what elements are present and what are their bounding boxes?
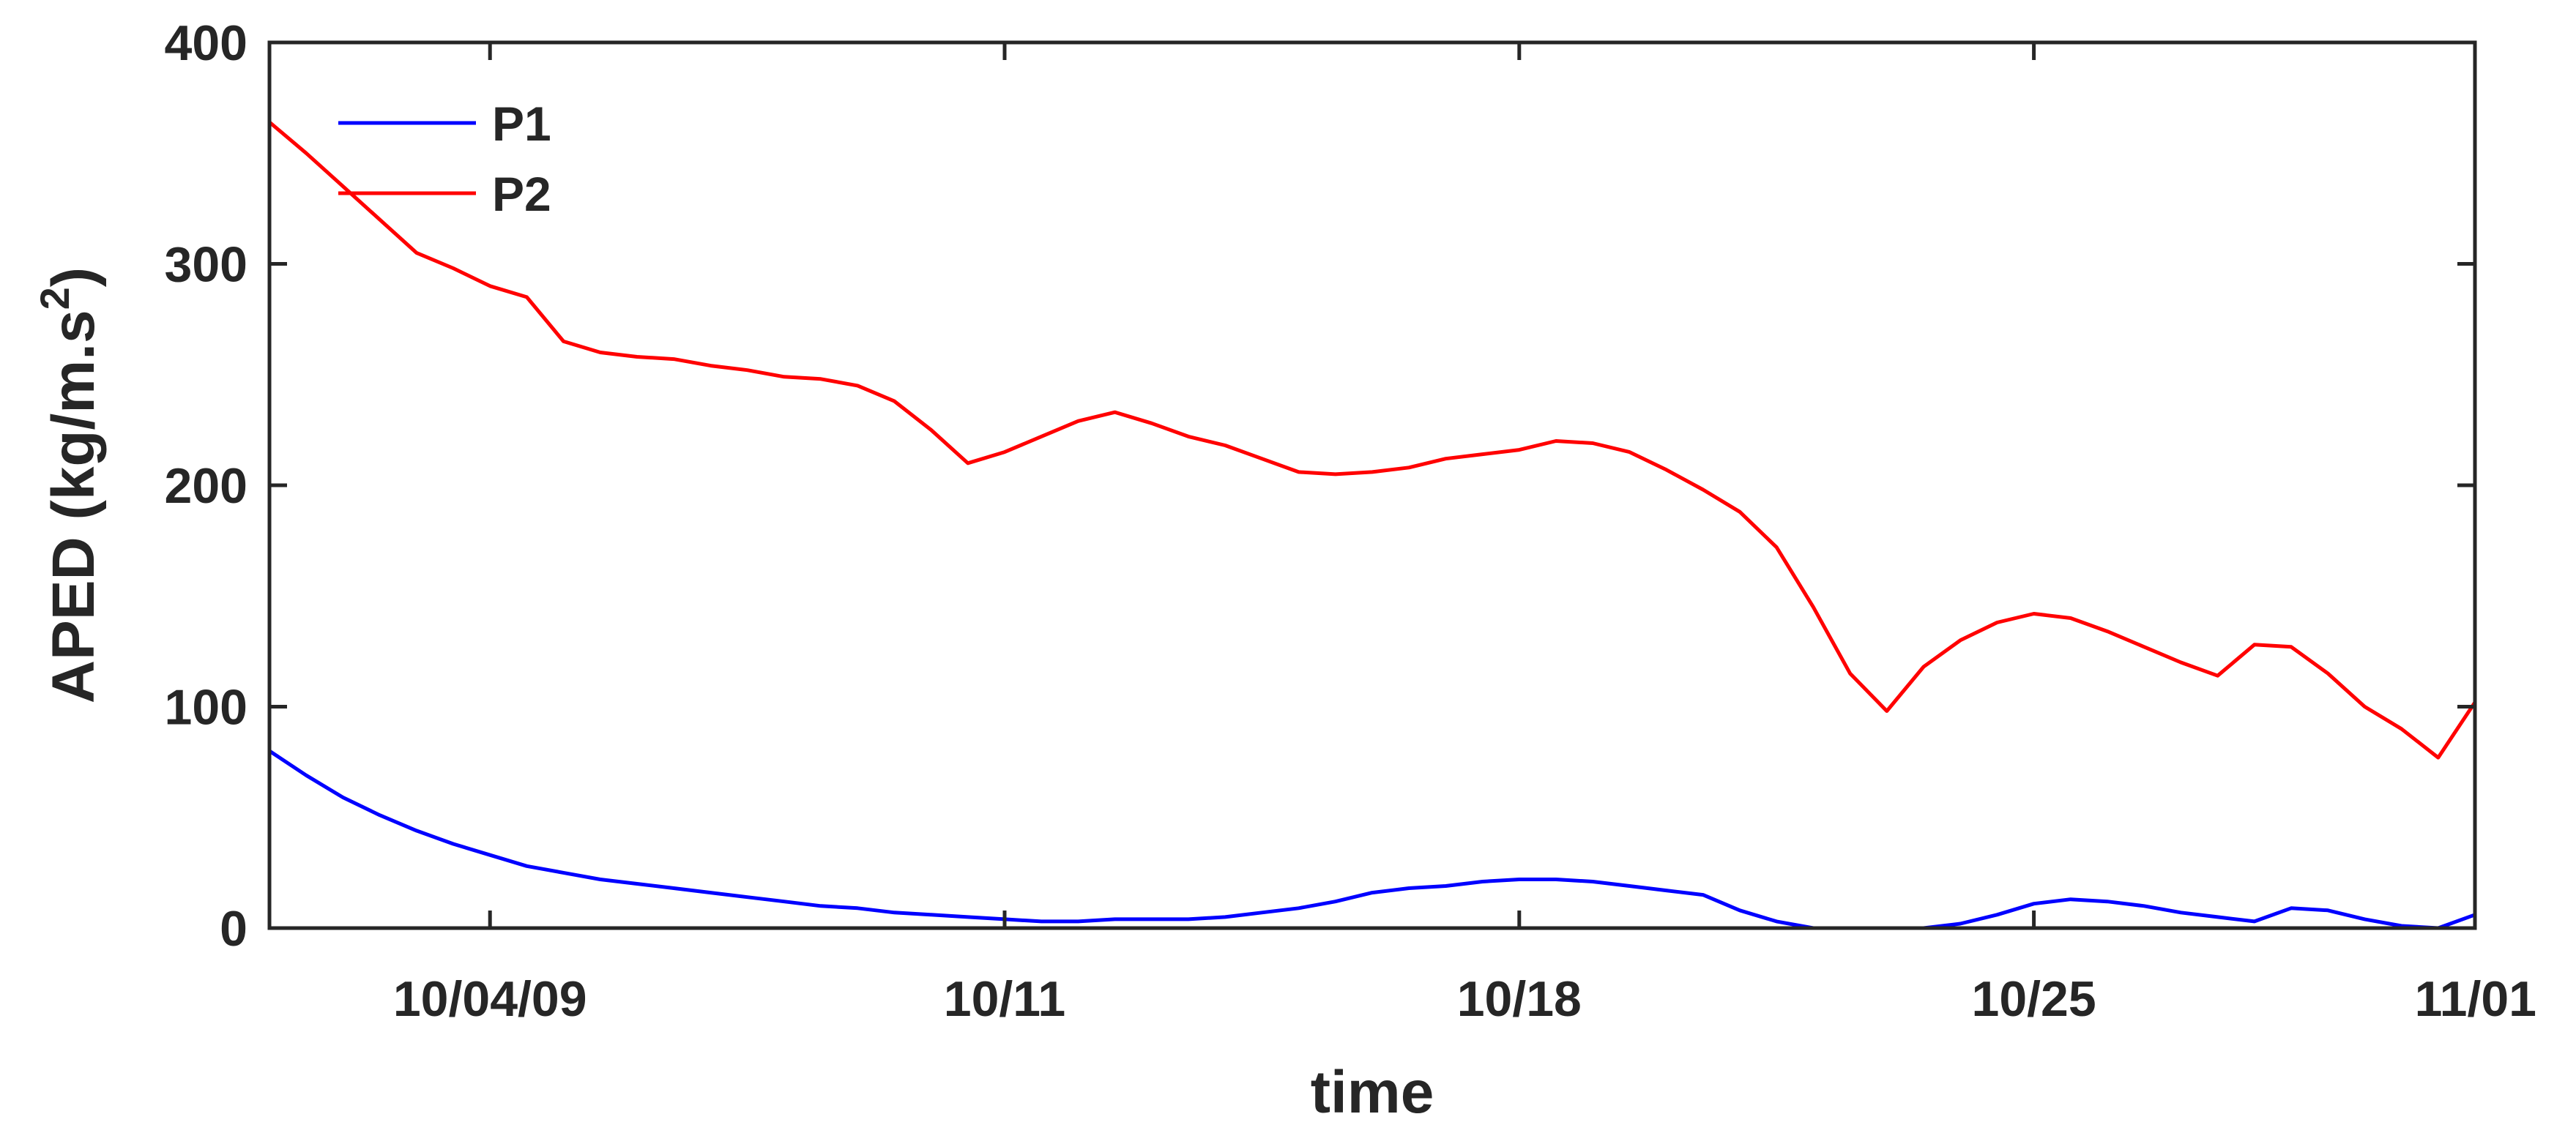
x-tick-label: 10/04/09 [393, 971, 587, 1027]
series-line-p1 [267, 749, 2477, 930]
y-axis-label-main: APED (kg/m.s [40, 310, 107, 703]
y-tick-label: 200 [165, 458, 247, 514]
y-axis-label: APED (kg/m.s2) [31, 267, 107, 703]
plot-area [267, 120, 2477, 930]
y-axis: 0 100 200 300 400 [165, 15, 2475, 957]
x-axis: 10/04/09 10/11 10/18 10/25 11/01 [393, 42, 2536, 1027]
x-tick-label: 10/11 [944, 971, 1065, 1027]
x-tick-label: 10/18 [1457, 971, 1582, 1027]
series-line-p2 [267, 120, 2477, 760]
y-tick-label: 400 [165, 15, 247, 71]
y-tick-label: 300 [165, 237, 247, 293]
x-tick-label: 11/01 [2415, 971, 2536, 1027]
legend-label-p1: P1 [492, 97, 551, 151]
y-tick-label: 0 [220, 901, 247, 957]
y-tick-label: 100 [165, 680, 247, 736]
legend-label-p2: P2 [492, 167, 551, 221]
x-tick-label: 10/25 [1972, 971, 2096, 1027]
y-axis-label-suffix: ) [40, 267, 107, 287]
x-axis-label: time [1311, 1059, 1434, 1126]
y-axis-label-superscript: 2 [31, 287, 78, 310]
